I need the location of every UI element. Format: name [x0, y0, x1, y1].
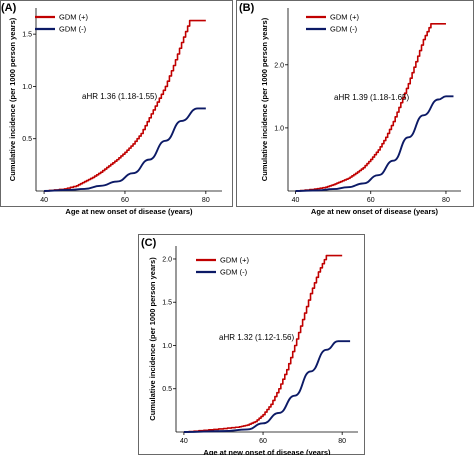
x-axis-title: Age at new onset of disease (years) [65, 207, 193, 216]
panel-letter: (B) [239, 2, 255, 14]
x-tick-label: 80 [442, 197, 450, 204]
y-axis-title: Cumulative incidence (per 1000 person ye… [260, 17, 269, 181]
y-axis-title: Cumulative incidence (per 1000 person ye… [148, 257, 157, 421]
y-axis-title: Cumulative incidence (per 1000 person ye… [8, 17, 17, 181]
panel-frame [138, 234, 365, 455]
x-tick-label: 40 [180, 438, 188, 445]
legend-label: GDM (-) [59, 25, 87, 34]
x-tick-label: 80 [202, 197, 210, 204]
x-tick-label: 40 [40, 197, 48, 204]
series-line-gdm-negative [183, 340, 351, 433]
y-tick-label: 1.5 [162, 300, 172, 307]
panel-letter: (A) [1, 2, 17, 14]
y-tick-label: 0.5 [22, 136, 32, 143]
x-tick-label: 60 [121, 197, 129, 204]
legend-label: GDM (-) [330, 25, 358, 34]
hazard-ratio-annotation: aHR 1.36 (1.18-1.55) [82, 92, 157, 101]
hazard-ratio-annotation: aHR 1.32 (1.12-1.56) [219, 333, 294, 342]
y-tick-label: 1.0 [162, 343, 172, 350]
x-axis-title: Age at new onset of disease (years) [203, 448, 331, 455]
chart-panel-1: (A) 40 60 80 0.5 1.0 1.5 Age at new onset of di… [0, 0, 233, 216]
x-tick-label: 60 [259, 438, 267, 445]
x-tick-label: 40 [292, 197, 300, 204]
legend-label: GDM (-) [220, 268, 248, 277]
series-line-gdm-negative [295, 95, 454, 192]
series-line-gdm-negative [44, 107, 206, 192]
y-tick-label: 1.0 [274, 125, 284, 132]
legend-label: GDM (+) [59, 13, 88, 22]
series-line-gdm-positive [295, 22, 446, 192]
series-line-gdm-positive [44, 19, 206, 192]
y-tick-label: 1.5 [22, 32, 32, 39]
legend-label: GDM (+) [330, 13, 359, 22]
hazard-ratio-annotation: aHR 1.39 (1.18-1.65) [334, 93, 409, 102]
y-tick-label: 0.5 [162, 386, 172, 393]
chart-panel-2: (B) 40 60 80 1.0 2.0 Age at new onset of disea… [236, 0, 474, 216]
y-tick-label: 1.0 [22, 84, 32, 91]
y-tick-label: 2.0 [274, 62, 284, 69]
y-tick-label: 2.0 [162, 256, 172, 263]
series-line-gdm-positive [183, 254, 343, 433]
x-axis-title: Age at new onset of disease (years) [311, 207, 439, 216]
panel-letter: (C) [141, 237, 157, 249]
legend-label: GDM (+) [220, 256, 249, 265]
x-tick-label: 80 [338, 438, 346, 445]
chart-panel-3: (C) 40 60 80 0.5 1.0 1.5 2.0 Age at new onset of… [138, 234, 365, 455]
panel-frame [0, 0, 233, 207]
x-tick-label: 60 [367, 197, 375, 204]
